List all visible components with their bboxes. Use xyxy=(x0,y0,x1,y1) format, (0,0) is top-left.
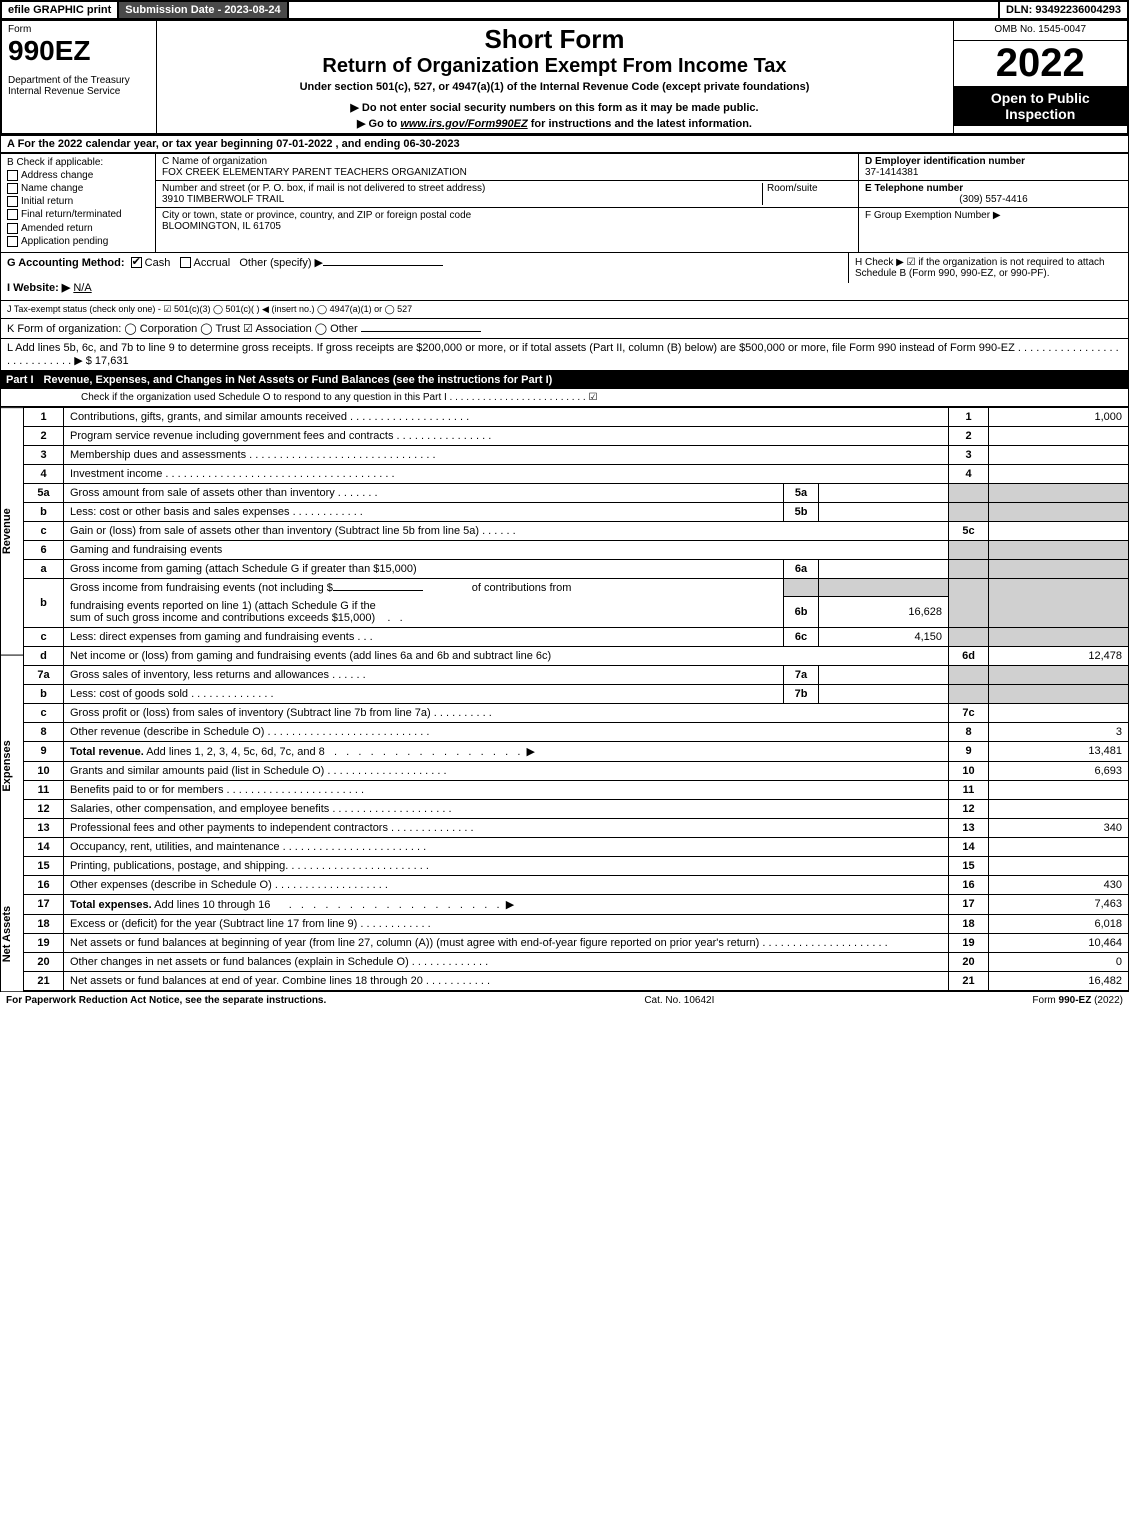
top-bar: efile GRAPHIC print Submission Date - 20… xyxy=(0,0,1129,20)
check-initial-return[interactable]: Initial return xyxy=(7,196,149,207)
g-label: G Accounting Method: xyxy=(7,257,125,269)
line-7a: 7aGross sales of inventory, less returns… xyxy=(24,665,1129,684)
g-cash-check[interactable] xyxy=(131,257,142,268)
line-18: 18Excess or (deficit) for the year (Subt… xyxy=(24,914,1129,933)
line-10: 10Grants and similar amounts paid (list … xyxy=(24,761,1129,780)
subtitle-3: ▶ Go to www.irs.gov/Form990EZ for instru… xyxy=(163,117,947,130)
line-20: 20Other changes in net assets or fund ba… xyxy=(24,952,1129,971)
street-label: Number and street (or P. O. box, if mail… xyxy=(162,183,762,194)
line-7c: cGross profit or (loss) from sales of in… xyxy=(24,703,1129,722)
dept-2: Internal Revenue Service xyxy=(8,86,150,97)
line-4: 4Investment income . . . . . . . . . . .… xyxy=(24,464,1129,483)
ein-value: 37-1414381 xyxy=(865,167,1122,178)
check-application-pending[interactable]: Application pending xyxy=(7,236,149,247)
line-11: 11Benefits paid to or for members . . . … xyxy=(24,780,1129,799)
efile-print-button[interactable]: efile GRAPHIC print xyxy=(2,2,119,18)
section-l: L Add lines 5b, 6c, and 7b to line 9 to … xyxy=(0,339,1129,371)
website-value: N/A xyxy=(73,282,91,294)
title-short-form: Short Form xyxy=(163,24,947,55)
line-1: 1Contributions, gifts, grants, and simil… xyxy=(24,407,1129,426)
line-21: 21Net assets or fund balances at end of … xyxy=(24,971,1129,990)
line-5a: 5aGross amount from sale of assets other… xyxy=(24,483,1129,502)
city-value: BLOOMINGTON, IL 61705 xyxy=(162,221,852,232)
top-bar-spacer xyxy=(289,2,1000,18)
tax-year: 2022 xyxy=(954,41,1128,86)
line-5b: bLess: cost or other basis and sales exp… xyxy=(24,502,1129,521)
part-1-header: Part I Revenue, Expenses, and Changes in… xyxy=(0,371,1129,389)
k-other-input[interactable] xyxy=(361,331,481,332)
form-word: Form xyxy=(8,24,150,35)
part-1-label: Part I xyxy=(6,374,34,386)
phone-value: (309) 557-4416 xyxy=(865,194,1122,205)
dept-1: Department of the Treasury xyxy=(8,75,150,86)
part-1-check-line: Check if the organization used Schedule … xyxy=(0,389,1129,407)
line-15: 15Printing, publications, postage, and s… xyxy=(24,856,1129,875)
section-h: H Check ▶ ☑ if the organization is not r… xyxy=(848,253,1128,283)
check-final-return[interactable]: Final return/terminated xyxy=(7,209,149,220)
subtitle-2: ▶ Do not enter social security numbers o… xyxy=(163,101,947,114)
form-number: 990EZ xyxy=(8,35,150,67)
info-grid: B Check if applicable: Address change Na… xyxy=(0,153,1129,253)
g-other-input[interactable] xyxy=(323,265,443,266)
line-13: 13Professional fees and other payments t… xyxy=(24,818,1129,837)
subtitle-1: Under section 501(c), 527, or 4947(a)(1)… xyxy=(163,81,947,93)
e-label: E Telephone number xyxy=(865,183,1122,194)
line-17: 17Total expenses. Add lines 10 through 1… xyxy=(24,894,1129,914)
line-16: 16Other expenses (describe in Schedule O… xyxy=(24,875,1129,894)
room-suite-label: Room/suite xyxy=(762,183,852,205)
vert-expenses: Expenses xyxy=(1,655,23,877)
part-1-table: 1Contributions, gifts, grants, and simil… xyxy=(23,407,1129,991)
section-c: C Name of organization FOX CREEK ELEMENT… xyxy=(156,154,858,252)
line-2: 2Program service revenue including gover… xyxy=(24,426,1129,445)
page-footer: For Paperwork Reduction Act Notice, see … xyxy=(0,991,1129,1009)
footer-catalog: Cat. No. 10642I xyxy=(644,995,714,1006)
g-accrual-check[interactable] xyxy=(180,257,191,268)
footer-form: Form 990-EZ (2022) xyxy=(1032,995,1123,1006)
open-to-public: Open to Public Inspection xyxy=(954,86,1128,126)
section-def: D Employer identification number 37-1414… xyxy=(858,154,1128,252)
check-amended-return[interactable]: Amended return xyxy=(7,223,149,234)
section-a-tax-year: A For the 2022 calendar year, or tax yea… xyxy=(0,135,1129,153)
submission-date: Submission Date - 2023-08-24 xyxy=(119,2,288,18)
city-label: City or town, state or province, country… xyxy=(162,210,852,221)
line-6a: aGross income from gaming (attach Schedu… xyxy=(24,559,1129,578)
line-14: 14Occupancy, rent, utilities, and mainte… xyxy=(24,837,1129,856)
footer-left: For Paperwork Reduction Act Notice, see … xyxy=(6,995,326,1006)
line-6: 6Gaming and fundraising events xyxy=(24,540,1129,559)
line-12: 12Salaries, other compensation, and empl… xyxy=(24,799,1129,818)
street-value: 3910 TIMBERWOLF TRAIL xyxy=(162,194,762,205)
check-address-change[interactable]: Address change xyxy=(7,170,149,181)
line-7b: bLess: cost of goods sold . . . . . . . … xyxy=(24,684,1129,703)
line-3: 3Membership dues and assessments . . . .… xyxy=(24,445,1129,464)
line-6b: bGross income from fundraising events (n… xyxy=(24,578,1129,597)
c-label: C Name of organization xyxy=(162,156,852,167)
d-label: D Employer identification number xyxy=(865,156,1122,167)
org-name: FOX CREEK ELEMENTARY PARENT TEACHERS ORG… xyxy=(162,167,852,178)
vert-revenue: Revenue xyxy=(1,407,23,655)
irs-link[interactable]: www.irs.gov/Form990EZ xyxy=(400,118,527,130)
section-g-row: G Accounting Method: Cash Accrual Other … xyxy=(0,253,1129,301)
part-1-title: Revenue, Expenses, and Changes in Net As… xyxy=(44,374,1123,386)
line-9: 9Total revenue. Add lines 1, 2, 3, 4, 5c… xyxy=(24,741,1129,761)
dln-label: DLN: 93492236004293 xyxy=(1000,2,1127,18)
omb-number: OMB No. 1545-0047 xyxy=(953,21,1128,41)
line-5c: cGain or (loss) from sale of assets othe… xyxy=(24,521,1129,540)
f-label: F Group Exemption Number ▶ xyxy=(859,208,1128,223)
section-b: B Check if applicable: Address change Na… xyxy=(1,154,156,252)
check-name-change[interactable]: Name change xyxy=(7,183,149,194)
title-return: Return of Organization Exempt From Incom… xyxy=(163,55,947,78)
section-j: J Tax-exempt status (check only one) - ☑… xyxy=(0,301,1129,319)
line-6d: dNet income or (loss) from gaming and fu… xyxy=(24,646,1129,665)
section-k: K Form of organization: ◯ Corporation ◯ … xyxy=(0,319,1129,339)
line-8: 8Other revenue (describe in Schedule O) … xyxy=(24,722,1129,741)
form-header: Form 990EZ Department of the Treasury In… xyxy=(0,20,1129,135)
vert-netassets: Net Assets xyxy=(1,877,23,991)
line-6c: cLess: direct expenses from gaming and f… xyxy=(24,627,1129,646)
i-label: I Website: ▶ xyxy=(7,282,70,294)
section-b-header: B Check if applicable: xyxy=(7,157,149,168)
line-19: 19Net assets or fund balances at beginni… xyxy=(24,933,1129,952)
